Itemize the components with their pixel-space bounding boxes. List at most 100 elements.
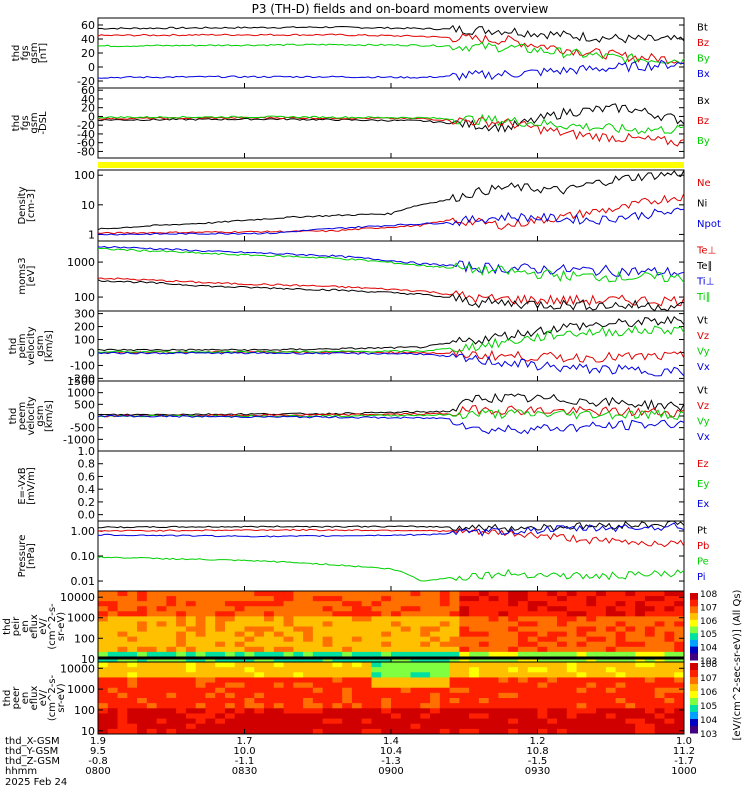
- heatmap-cell: [234, 591, 245, 597]
- heatmap-cell: [664, 606, 675, 612]
- heatmap-cell: [576, 606, 587, 612]
- heatmap-cell: [644, 682, 656, 689]
- heatmap-cell: [361, 698, 372, 704]
- heatmap-cell: [215, 692, 226, 699]
- heatmap-cell: [371, 611, 382, 617]
- heatmap-cell: [195, 616, 206, 622]
- heatmap-cell: [117, 728, 128, 735]
- heatmap-cell: [498, 656, 509, 663]
- heatmap-cell: [98, 621, 109, 627]
- heatmap-cell: [635, 672, 646, 678]
- heatmap-cell: [273, 641, 285, 648]
- heatmap-cell: [273, 698, 285, 704]
- heatmap-cell: [312, 601, 324, 607]
- footer-value: 1.7: [237, 736, 253, 747]
- heatmap-cell: [654, 626, 665, 633]
- heatmap-cell: [322, 631, 333, 638]
- heatmap-cell: [498, 672, 509, 678]
- heatmap-cell: [273, 687, 285, 694]
- heatmap-cell: [488, 656, 499, 663]
- colorbar-tick: 104: [700, 716, 717, 726]
- heatmap-cell: [176, 641, 187, 648]
- heatmap-cell: [322, 708, 333, 714]
- heatmap-cell: [117, 682, 128, 689]
- heatmap-cell: [224, 682, 236, 689]
- heatmap-cell: [615, 631, 626, 638]
- legend-bz: Bz: [697, 116, 709, 127]
- heatmap-cell: [498, 606, 509, 612]
- heatmap-cell: [625, 682, 636, 689]
- heatmap-cell: [254, 596, 265, 602]
- heatmap-cell: [146, 591, 158, 597]
- heatmap-cell: [576, 687, 587, 694]
- heatmap-cell: [351, 698, 363, 704]
- y-tick-label: 20: [81, 102, 95, 115]
- heatmap-cell: [381, 646, 392, 653]
- heatmap-cell: [254, 698, 265, 704]
- heatmap-cell: [215, 728, 226, 735]
- y-axis-label: velocity: [26, 326, 37, 365]
- heatmap-cell: [586, 662, 597, 668]
- heatmap-cell: [517, 651, 529, 658]
- heatmap-cell: [391, 611, 402, 617]
- heatmap-cell: [215, 606, 226, 612]
- heatmap-cell: [137, 692, 148, 699]
- heatmap-cell: [293, 596, 304, 602]
- colorbar-swatch: [690, 653, 698, 661]
- heatmap-cell: [156, 667, 167, 673]
- heatmap-cell: [381, 713, 392, 720]
- heatmap-cell: [146, 606, 158, 612]
- heatmap-cell: [391, 677, 402, 684]
- heatmap-cell: [146, 728, 158, 735]
- heatmap-cell: [517, 718, 529, 725]
- heatmap-cell: [185, 698, 197, 704]
- heatmap-cell: [439, 611, 451, 617]
- heatmap-cell: [254, 591, 265, 597]
- heatmap-cell: [537, 698, 548, 704]
- footer-value: 0800: [85, 766, 110, 777]
- heatmap-cell: [156, 718, 167, 725]
- heatmap-cell: [254, 672, 265, 678]
- heatmap-cell: [547, 723, 558, 730]
- heatmap-cell: [400, 641, 412, 648]
- heatmap-cell: [537, 662, 548, 668]
- heatmap-cell: [283, 646, 294, 653]
- y-axis-label: Pressure: [17, 535, 28, 578]
- heatmap-cell: [322, 667, 333, 673]
- heatmap-cell: [625, 601, 636, 607]
- heatmap-cell: [449, 713, 460, 720]
- heatmap-cell: [557, 703, 568, 709]
- heatmap-cell: [195, 641, 206, 648]
- heatmap-cell: [625, 631, 636, 638]
- heatmap-cell: [342, 692, 353, 699]
- heatmap-cell: [303, 616, 314, 622]
- heatmap-cell: [557, 713, 568, 720]
- heatmap-cell: [98, 606, 109, 612]
- heatmap-cell: [664, 682, 675, 689]
- heatmap-cell: [254, 601, 265, 607]
- heatmap-cell: [273, 723, 285, 730]
- heatmap-cell: [264, 728, 275, 735]
- heatmap-cell: [322, 692, 333, 699]
- heatmap-cell: [185, 656, 197, 663]
- legend-bx: Bx: [697, 96, 710, 107]
- heatmap-cell: [205, 672, 216, 678]
- heatmap-cell: [107, 667, 119, 673]
- heatmap-cell: [478, 662, 490, 668]
- heatmap-cell: [625, 641, 636, 648]
- heatmap-cell: [244, 636, 255, 643]
- heatmap-cell: [615, 718, 626, 725]
- heatmap-cell: [156, 713, 167, 720]
- heatmap-cell: [605, 667, 617, 673]
- heatmap-cell: [332, 713, 343, 720]
- heatmap-cell: [361, 616, 372, 622]
- heatmap-cell: [547, 636, 558, 643]
- heatmap-cell: [410, 682, 421, 689]
- colorbar-swatch: [690, 613, 698, 621]
- heatmap-cell: [586, 591, 597, 597]
- heatmap-cell: [654, 713, 665, 720]
- heatmap-cell: [449, 596, 460, 602]
- heatmap-cell: [635, 631, 646, 638]
- heatmap-cell: [381, 687, 392, 694]
- heatmap-cell: [146, 682, 158, 689]
